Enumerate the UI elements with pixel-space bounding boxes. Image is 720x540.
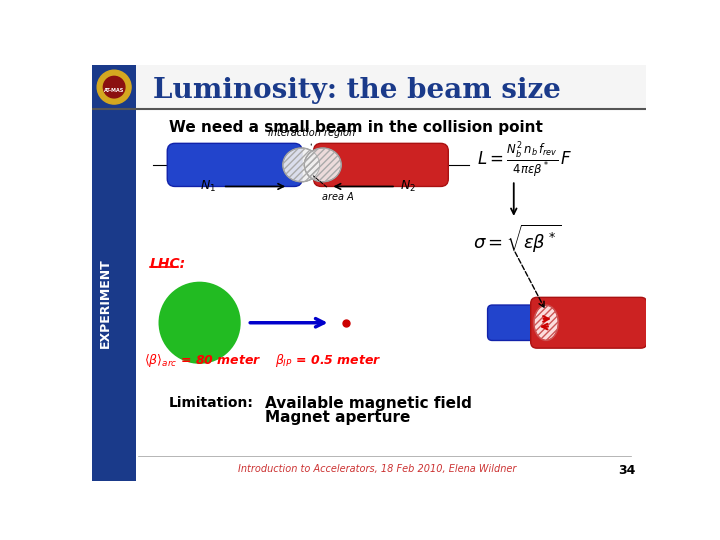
Text: Luminosity: the beam size: Luminosity: the beam size [153, 77, 562, 104]
Ellipse shape [283, 148, 320, 182]
Text: $N_1$: $N_1$ [199, 179, 216, 194]
Ellipse shape [534, 305, 559, 340]
Text: Magnet aperture: Magnet aperture [265, 410, 410, 425]
Circle shape [97, 70, 131, 104]
Text: We need a small beam in the collision point: We need a small beam in the collision po… [168, 120, 543, 135]
Text: Limitation:: Limitation: [168, 396, 253, 410]
Circle shape [160, 283, 240, 363]
FancyBboxPatch shape [487, 305, 543, 340]
Text: $\sigma = \sqrt{\varepsilon\beta^*}$: $\sigma = \sqrt{\varepsilon\beta^*}$ [473, 222, 562, 255]
Text: area A: area A [313, 176, 354, 201]
Text: $L = \frac{N_b^2 \, n_b \, f_{rev}}{4\pi\varepsilon\beta^*}\,F$: $L = \frac{N_b^2 \, n_b \, f_{rev}}{4\pi… [477, 140, 572, 180]
Text: EXPERIMENT: EXPERIMENT [99, 259, 112, 348]
Circle shape [104, 76, 125, 98]
Text: AT-MAS: AT-MAS [104, 87, 125, 93]
Text: 34: 34 [618, 464, 636, 477]
Text: $\beta_{IP}$ = 0.5 meter: $\beta_{IP}$ = 0.5 meter [275, 352, 382, 369]
Text: $\langle\beta\rangle_{arc}$ = 80 meter: $\langle\beta\rangle_{arc}$ = 80 meter [144, 352, 262, 369]
Text: interaction region: interaction region [268, 129, 355, 145]
Text: Available magnetic field: Available magnetic field [265, 396, 472, 411]
Bar [92, 65, 137, 481]
Text: $N_2$: $N_2$ [400, 179, 415, 194]
Text: LHC:: LHC: [150, 257, 186, 271]
FancyBboxPatch shape [314, 143, 449, 186]
Bar [92, 65, 647, 110]
Text: Introduction to Accelerators, 18 Feb 2010, Elena Wildner: Introduction to Accelerators, 18 Feb 201… [238, 464, 516, 474]
FancyBboxPatch shape [531, 298, 647, 348]
Ellipse shape [305, 148, 341, 182]
FancyBboxPatch shape [167, 143, 302, 186]
